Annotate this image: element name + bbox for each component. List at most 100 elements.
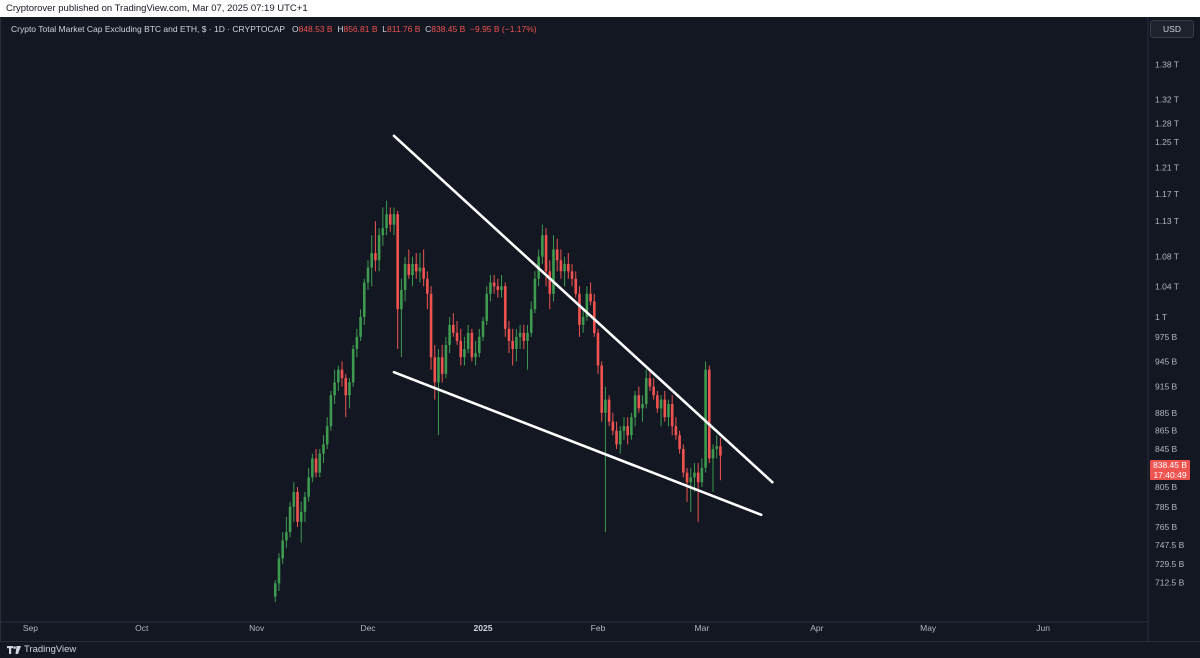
candle xyxy=(351,344,355,387)
close-value: 838.45 B xyxy=(431,24,466,34)
candle-body xyxy=(292,491,296,507)
candle xyxy=(288,501,292,538)
candle-body xyxy=(407,263,411,276)
candle xyxy=(281,532,284,564)
last-price-value: 838.45 B xyxy=(1152,460,1188,470)
candle-body xyxy=(511,340,514,350)
candle-body xyxy=(518,332,522,337)
published-banner: Cryptorover published on TradingView.com… xyxy=(0,0,1200,17)
candle-body xyxy=(296,491,299,522)
candle-body xyxy=(400,290,403,310)
candle-body xyxy=(325,426,329,445)
price-axis[interactable]: 1.38 T 1.32 T 1.28 T 1.25 T 1.21 T 1.17 T 1.13… xyxy=(1155,60,1185,588)
candle xyxy=(581,309,585,333)
candle-body xyxy=(396,214,399,310)
candle xyxy=(592,293,596,337)
candle-body xyxy=(474,353,477,358)
candle-body xyxy=(496,286,500,291)
candle-body xyxy=(307,477,310,497)
candle-body xyxy=(411,263,414,276)
published-text: Cryptorover published on TradingView.com… xyxy=(6,3,308,14)
candle xyxy=(329,390,333,431)
candle xyxy=(444,336,448,379)
candle-body xyxy=(700,467,704,483)
price-tick-label: 865 B xyxy=(1155,426,1178,436)
candle xyxy=(318,449,322,478)
candle-body xyxy=(529,309,533,333)
price-tick-label: 1.08 T xyxy=(1155,252,1179,262)
candle-body xyxy=(693,472,696,478)
candle-body xyxy=(641,403,644,409)
candle xyxy=(518,324,522,350)
candle-body xyxy=(604,399,607,413)
candle xyxy=(396,210,399,350)
candle-body xyxy=(455,332,459,341)
candle-body xyxy=(303,496,307,512)
candle xyxy=(570,263,574,287)
candle-body xyxy=(355,336,359,350)
candle xyxy=(492,275,496,294)
candle-body xyxy=(581,317,585,325)
candle xyxy=(567,253,570,279)
price-tick-label: 1.13 T xyxy=(1155,216,1179,226)
price-tick-label: 747.5 B xyxy=(1155,540,1185,550)
candle-body xyxy=(570,271,574,279)
candle-body xyxy=(555,249,559,261)
candle xyxy=(429,286,433,370)
candle-body xyxy=(559,260,563,272)
time-tick-label: Sep xyxy=(23,623,38,633)
candle xyxy=(503,282,507,337)
candle xyxy=(374,221,377,272)
price-tick-label: 945 B xyxy=(1155,356,1178,366)
candle-body xyxy=(385,214,388,229)
time-tick-label: Dec xyxy=(360,623,376,633)
candle xyxy=(303,491,307,522)
candle-body xyxy=(337,369,340,383)
candle xyxy=(693,463,696,492)
candle-body xyxy=(656,395,659,409)
candle xyxy=(670,395,674,436)
chart-area[interactable]: 1.38 T 1.32 T 1.28 T 1.25 T 1.21 T 1.17 T 1.13… xyxy=(0,17,1200,641)
candle xyxy=(477,328,481,358)
candle xyxy=(533,271,537,314)
candle-body xyxy=(314,458,318,473)
time-axis[interactable]: Sep Oct Nov Dec 2025 Feb Mar Apr May Jun xyxy=(23,623,1050,633)
candle-body xyxy=(459,340,463,358)
candle-body xyxy=(503,286,507,329)
candle-body xyxy=(288,506,292,533)
candle-body xyxy=(644,378,648,404)
candle xyxy=(370,235,374,287)
candle-body xyxy=(440,357,444,374)
price-tick-label: 1.25 T xyxy=(1155,137,1179,147)
candle xyxy=(340,361,344,387)
candle xyxy=(463,336,466,366)
time-tick-label: Nov xyxy=(249,623,265,633)
candle xyxy=(667,399,670,427)
candle xyxy=(563,256,566,287)
candle-body xyxy=(448,324,451,345)
candle-body xyxy=(615,430,618,445)
price-tick-label: 729.5 B xyxy=(1155,559,1185,569)
candle-body xyxy=(652,386,655,396)
time-tick-label: May xyxy=(920,623,937,633)
candle xyxy=(644,369,648,409)
high-label: H xyxy=(337,24,344,34)
candle xyxy=(641,395,644,422)
trendline-upper[interactable] xyxy=(392,134,774,484)
candle xyxy=(500,275,503,298)
candle-body xyxy=(678,435,681,450)
candle xyxy=(362,278,366,325)
price-chart[interactable]: 1.38 T 1.32 T 1.28 T 1.25 T 1.21 T 1.17 T 1.13… xyxy=(1,17,1200,641)
candle-body xyxy=(522,332,526,341)
price-tick-label: 885 B xyxy=(1155,408,1178,418)
candle xyxy=(299,501,303,543)
price-tick-label: 845 B xyxy=(1155,444,1178,454)
price-tick-label: 765 B xyxy=(1155,522,1178,532)
price-tick-label: 712.5 B xyxy=(1155,578,1185,588)
candle xyxy=(452,313,455,337)
candle-body xyxy=(696,472,700,483)
candle xyxy=(719,437,722,481)
candle xyxy=(485,286,489,325)
trendline-lower[interactable] xyxy=(392,370,763,517)
currency-selector[interactable]: USD xyxy=(1150,20,1194,38)
